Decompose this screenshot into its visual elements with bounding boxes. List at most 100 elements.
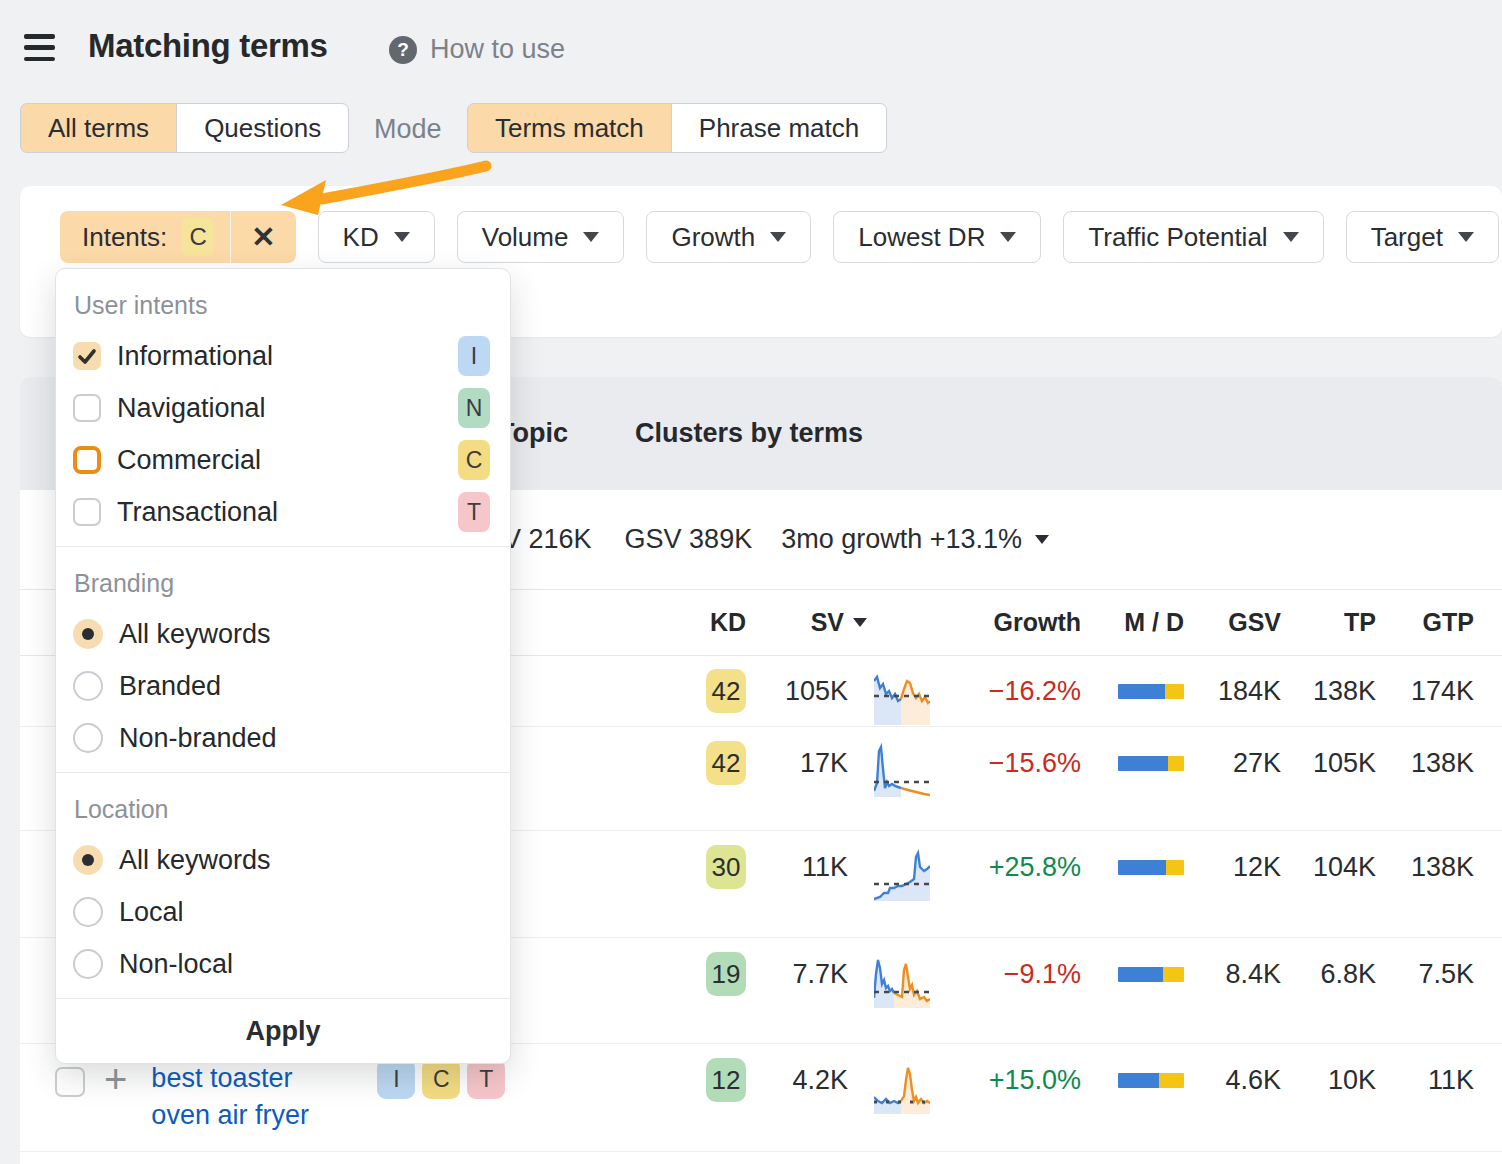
volume-filter-button[interactable]: Volume	[457, 211, 625, 263]
tab-all-terms[interactable]: All terms	[20, 103, 177, 153]
tp-value: 104K	[1281, 843, 1376, 891]
sv-trend-sparkline	[848, 667, 948, 727]
growth-value: +15.0%	[948, 1056, 1081, 1104]
chevron-down-icon	[583, 232, 599, 242]
gsv-value: 27K	[1184, 739, 1281, 787]
kd-badge: 42	[706, 741, 746, 785]
radio-icon[interactable]	[73, 723, 103, 753]
question-icon: ?	[389, 36, 417, 64]
intents-filter-label: Intents:	[82, 222, 167, 253]
gtp-value: 11K	[1376, 1056, 1474, 1104]
kd-badge: 42	[706, 669, 746, 713]
growth-filter-button[interactable]: Growth	[646, 211, 811, 263]
menu-icon[interactable]	[24, 34, 55, 61]
keyword-link[interactable]: best toaster oven air fryer	[151, 1060, 336, 1134]
intents-filter-chip[interactable]: Intents: C ✕	[60, 211, 296, 263]
keyword-cell: + best toaster oven air fryer ICT	[40, 1056, 640, 1134]
intents-filter-value: C	[182, 218, 214, 256]
col-sv-sort[interactable]: SV	[765, 608, 867, 637]
checkbox-highlighted-icon[interactable]	[73, 446, 101, 474]
radio-selected-icon[interactable]	[73, 845, 103, 875]
gtp-value: 174K	[1376, 667, 1474, 715]
chevron-down-icon	[394, 232, 410, 242]
option-branding-all-keywords[interactable]: All keywords	[56, 608, 510, 660]
intent-badge-c: C	[422, 1059, 460, 1099]
radio-icon[interactable]	[73, 671, 103, 701]
cluster-growth-dropdown[interactable]: 3mo growth +13.1%	[781, 524, 1049, 555]
tab-phrase-match[interactable]: Phrase match	[671, 103, 887, 153]
gtp-value: 138K	[1376, 843, 1474, 891]
radio-icon[interactable]	[73, 897, 103, 927]
sv-trend-sparkline	[848, 950, 948, 1010]
checkbox-icon[interactable]	[73, 394, 101, 422]
how-to-use-button[interactable]: ? How to use	[389, 34, 565, 65]
sv-trend-sparkline	[848, 1056, 948, 1116]
growth-value: −16.2%	[948, 667, 1081, 715]
mobile-desktop-bar	[1081, 667, 1184, 699]
option-local[interactable]: Local	[56, 886, 510, 938]
chevron-down-icon	[1458, 232, 1474, 242]
sv-value: 4.2K	[746, 1056, 848, 1104]
option-non-branded[interactable]: Non-branded	[56, 712, 510, 764]
chevron-down-icon	[1035, 535, 1049, 544]
checkbox-icon[interactable]	[73, 498, 101, 526]
mobile-desktop-bar	[1081, 950, 1184, 982]
branding-section: Branding All keywords Branded Non-brande…	[56, 547, 510, 772]
tp-value: 138K	[1281, 667, 1376, 715]
intent-badge-t: T	[458, 492, 490, 532]
intent-badge-i: I	[458, 336, 490, 376]
apply-button[interactable]: Apply	[56, 999, 510, 1063]
gsv-value: 184K	[1184, 667, 1281, 715]
lowest-dr-filter-button[interactable]: Lowest DR	[833, 211, 1041, 263]
col-kd[interactable]: KD	[710, 608, 746, 637]
kd-badge: 19	[706, 952, 746, 996]
mobile-desktop-bar	[1081, 843, 1184, 875]
how-to-use-label: How to use	[430, 34, 565, 65]
col-gtp[interactable]: GTP	[1376, 608, 1474, 637]
branding-label: Branding	[74, 569, 510, 598]
sv-value: 11K	[746, 843, 848, 891]
kd-badge: 30	[706, 845, 746, 889]
sv-value: 17K	[746, 739, 848, 787]
intents-dropdown: User intents Informational I Navigationa…	[55, 268, 511, 1064]
tp-value: 6.8K	[1281, 950, 1376, 998]
sv-trend-sparkline	[848, 843, 948, 903]
sv-value: 105K	[746, 667, 848, 715]
option-branded[interactable]: Branded	[56, 660, 510, 712]
option-navigational[interactable]: Navigational N	[56, 382, 510, 434]
mode-label: Mode	[374, 114, 442, 145]
tab-terms-match[interactable]: Terms match	[467, 103, 672, 153]
col-growth[interactable]: Growth	[948, 608, 1081, 637]
tp-value: 10K	[1281, 1056, 1376, 1104]
option-informational[interactable]: Informational I	[56, 330, 510, 382]
col-tp[interactable]: TP	[1281, 608, 1376, 637]
kd-filter-button[interactable]: KD	[318, 211, 435, 263]
option-location-all-keywords[interactable]: All keywords	[56, 834, 510, 886]
gsv-value: 8.4K	[1184, 950, 1281, 998]
sort-desc-icon	[853, 618, 867, 627]
radio-selected-icon[interactable]	[73, 619, 103, 649]
option-transactional[interactable]: Transactional T	[56, 486, 510, 538]
radio-icon[interactable]	[73, 949, 103, 979]
terms-tab-group: All terms Questions	[20, 103, 349, 153]
traffic-potential-filter-button[interactable]: Traffic Potential	[1063, 211, 1323, 263]
option-commercial[interactable]: Commercial C	[56, 434, 510, 486]
target-filter-button[interactable]: Target	[1346, 211, 1499, 263]
tab-questions[interactable]: Questions	[176, 103, 349, 153]
sv-trend-sparkline	[848, 739, 948, 799]
clear-intents-icon[interactable]: ✕	[230, 211, 295, 263]
user-intents-label: User intents	[74, 291, 510, 320]
option-non-local[interactable]: Non-local	[56, 938, 510, 990]
row-checkbox[interactable]	[55, 1067, 85, 1097]
intent-badge-i: I	[377, 1059, 415, 1099]
intent-badges: ICT	[377, 1059, 505, 1099]
growth-value: −9.1%	[948, 950, 1081, 998]
kd-badge: 12	[706, 1058, 746, 1102]
col-gsv[interactable]: GSV	[1184, 608, 1281, 637]
mode-tab-group: Terms match Phrase match	[467, 103, 887, 153]
checkbox-checked-icon[interactable]	[73, 342, 101, 370]
growth-value: +25.8%	[948, 843, 1081, 891]
sv-value: 7.7K	[746, 950, 848, 998]
intent-badge-t: T	[467, 1059, 505, 1099]
col-md[interactable]: M / D	[1124, 608, 1184, 637]
